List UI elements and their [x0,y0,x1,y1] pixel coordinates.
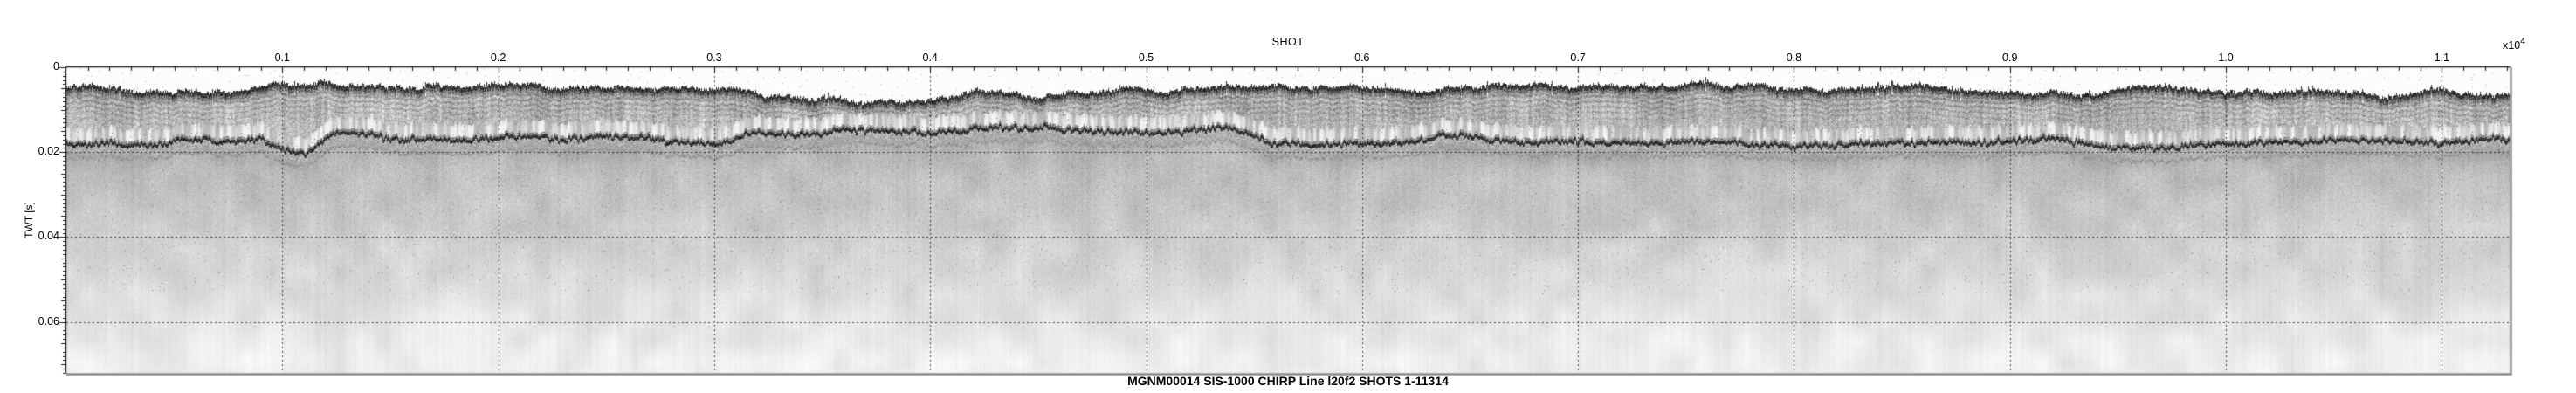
x-tick-label: 1.1 [2434,52,2450,64]
x-axis-multiplier: x104 [2503,36,2525,52]
x-tick-label: 0.7 [1570,52,1586,64]
x-mult-exponent: 4 [2520,36,2525,46]
y-tick-label: 0.06 [38,314,59,328]
x-axis-title: SHOT [1271,36,1305,48]
x-tick-label: 0.1 [274,52,290,64]
x-tick-label: 0.4 [922,52,938,64]
y-tick-label: 0.02 [38,145,59,158]
x-tick-label: 1.0 [2218,52,2234,64]
x-mult-base: x10 [2503,39,2521,52]
x-tick-label: 0.6 [1354,52,1370,64]
x-tick-label: 0.2 [490,52,506,64]
y-tick-label: 0 [53,60,59,72]
y-tick-label: 0.04 [38,230,59,243]
x-tick-label: 0.9 [2002,52,2018,64]
x-tick-label: 0.8 [1786,52,1802,64]
plot-title: MGNM00014 SIS-1000 CHIRP Line l20f2 SHOT… [1127,374,1449,388]
x-tick-label: 0.3 [706,52,722,64]
x-tick-label: 0.5 [1138,52,1154,64]
